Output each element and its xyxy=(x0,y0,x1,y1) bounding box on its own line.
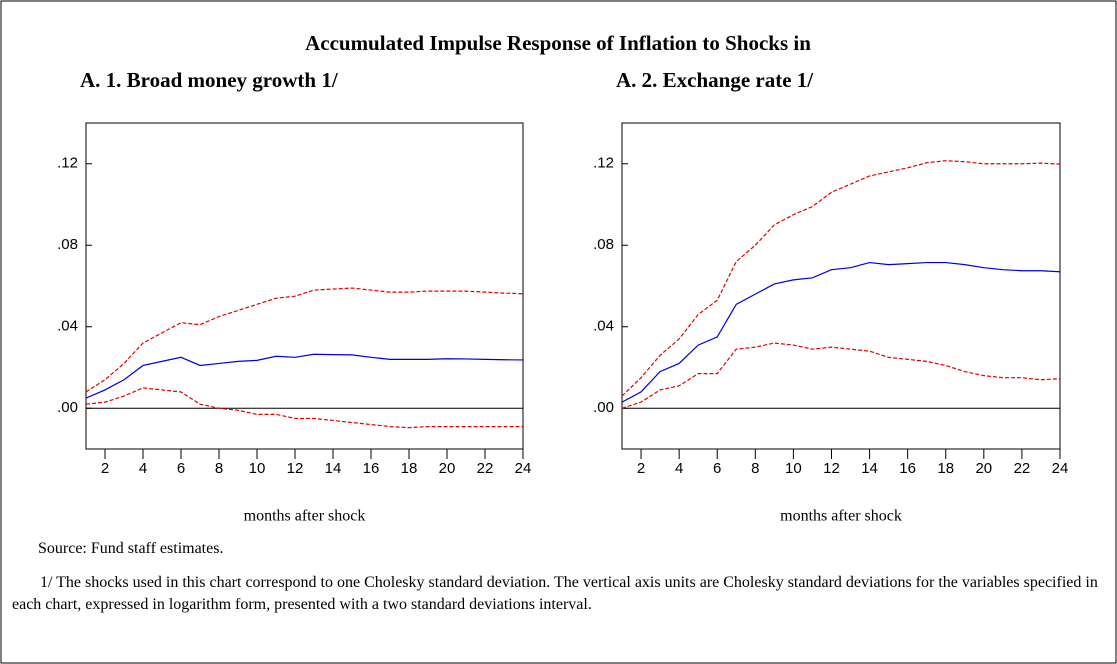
plot-area xyxy=(85,122,524,450)
y-tick-label: .12 xyxy=(57,155,78,172)
x-tick-label: 10 xyxy=(785,460,802,477)
x-tick-label: 24 xyxy=(1052,460,1069,477)
x-tick-label: 18 xyxy=(937,460,954,477)
x-axis-label: months after shock xyxy=(244,508,366,525)
chart-title: A. 2. Exchange rate 1/ xyxy=(616,68,814,92)
x-tick-label: 22 xyxy=(477,460,494,477)
footnote: 1/ The shocks used in this chart corresp… xyxy=(12,574,1098,613)
x-tick-label: 24 xyxy=(515,460,532,477)
x-axis-label: months after shock xyxy=(780,508,902,525)
x-tick-label: 12 xyxy=(287,460,304,477)
series-line xyxy=(85,353,524,399)
figure-title: Accumulated Impulse Response of Inflatio… xyxy=(305,31,811,55)
series-line xyxy=(621,342,1061,409)
y-tick-label: .12 xyxy=(593,155,614,172)
x-tick-label: 8 xyxy=(751,460,759,477)
x-tick-label: 8 xyxy=(215,460,223,477)
series-line xyxy=(621,160,1061,397)
x-tick-label: 22 xyxy=(1014,460,1031,477)
plot-area xyxy=(621,122,1061,450)
x-tick-label: 2 xyxy=(637,460,645,477)
x-tick-label: 16 xyxy=(363,460,380,477)
source: Source: Fund staff estimates. xyxy=(38,540,224,557)
x-tick-label: 4 xyxy=(675,460,683,477)
x-tick-label: 18 xyxy=(401,460,418,477)
y-tick-label: .00 xyxy=(593,399,614,416)
series-line xyxy=(85,287,524,393)
x-tick-label: 14 xyxy=(861,460,878,477)
series-line xyxy=(85,387,523,429)
x-tick-label: 2 xyxy=(101,460,109,477)
y-tick-label: .08 xyxy=(57,236,78,253)
x-tick-label: 16 xyxy=(899,460,916,477)
chart-title: A. 1. Broad money growth 1/ xyxy=(80,68,339,92)
y-tick-label: .00 xyxy=(57,399,78,416)
y-tick-label: .04 xyxy=(593,318,614,335)
x-tick-label: 6 xyxy=(177,460,185,477)
x-tick-label: 6 xyxy=(713,460,721,477)
y-tick-label: .04 xyxy=(57,318,78,335)
x-tick-label: 10 xyxy=(249,460,266,477)
y-tick-label: .08 xyxy=(593,236,614,253)
notes: Source: Fund staff estimates. 1/ The sho… xyxy=(12,538,1102,616)
x-tick-label: 12 xyxy=(823,460,840,477)
x-tick-label: 4 xyxy=(139,460,147,477)
x-tick-label: 20 xyxy=(975,460,992,477)
x-tick-label: 20 xyxy=(439,460,456,477)
series-line xyxy=(621,261,1061,403)
x-tick-label: 14 xyxy=(325,460,342,477)
